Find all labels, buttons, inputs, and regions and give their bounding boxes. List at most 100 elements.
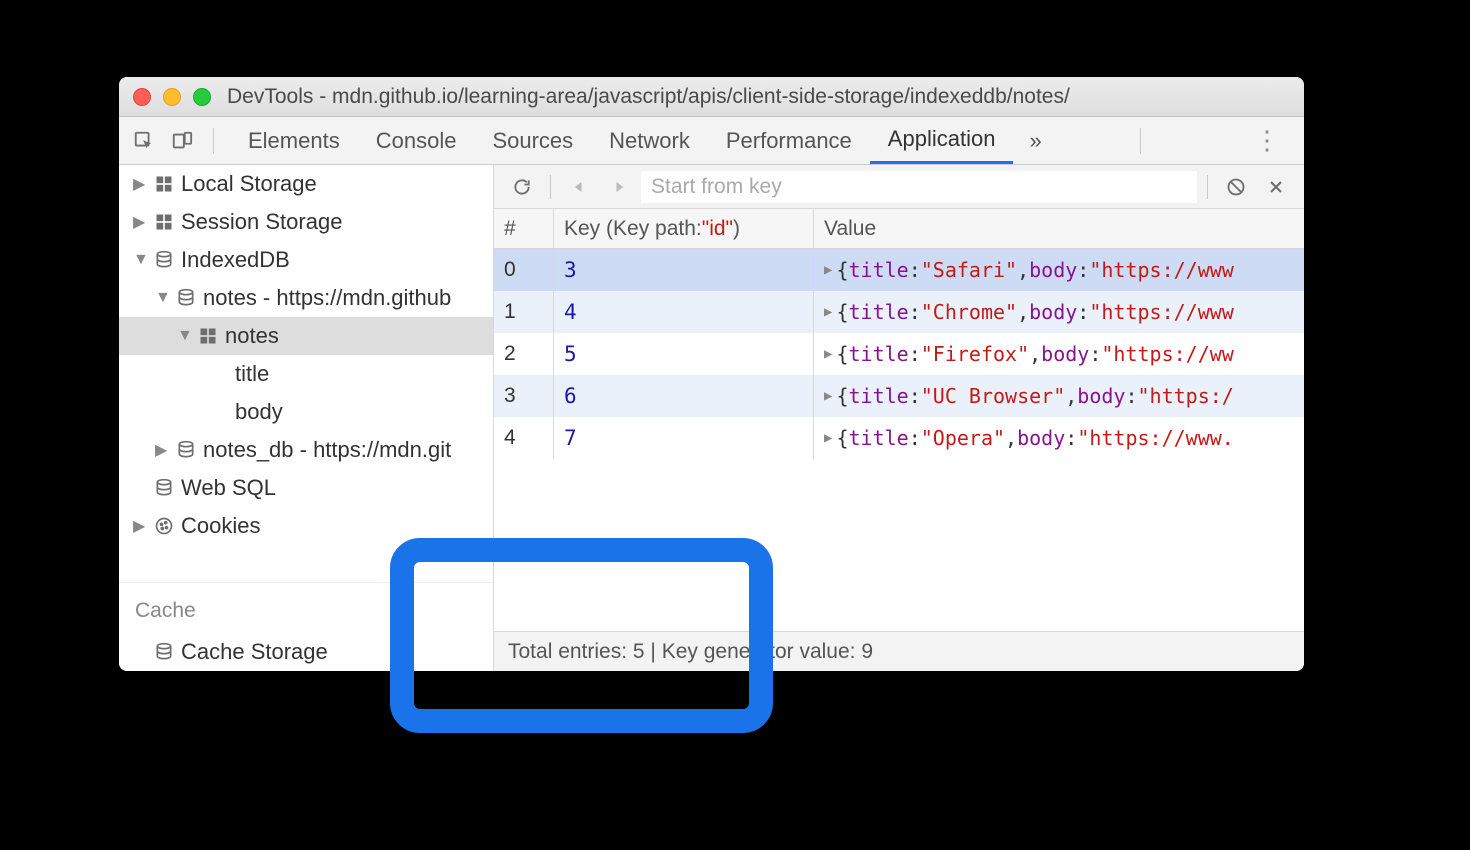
- table-header: # Key (Key path: "id") Value: [494, 209, 1304, 249]
- table-row[interactable]: 14▶{title: "Chrome", body: "https://www: [494, 291, 1304, 333]
- inspect-icon[interactable]: [129, 126, 159, 156]
- cache-section-header: Cache: [119, 582, 493, 633]
- tab-console[interactable]: Console: [358, 117, 475, 164]
- tree-item[interactable]: title: [119, 355, 493, 393]
- tabs-overflow-icon[interactable]: »: [1021, 128, 1049, 154]
- tree-item[interactable]: ▶ Local Storage: [119, 165, 493, 203]
- disclosure-icon[interactable]: ▼: [177, 327, 191, 345]
- separator: [1207, 175, 1208, 199]
- cell-index: 2: [494, 333, 554, 375]
- prev-page-icon[interactable]: [561, 169, 597, 205]
- tree-label: notes - https://mdn.github: [203, 285, 451, 311]
- status-bar: Total entries: 5 | Key generator value: …: [494, 631, 1304, 671]
- main-panel: # Key (Key path: "id") Value 03▶{title: …: [494, 165, 1304, 671]
- delete-selected-icon[interactable]: [1258, 169, 1294, 205]
- disclosure-icon[interactable]: ▶: [133, 212, 147, 232]
- separator: [213, 128, 214, 154]
- disclosure-icon[interactable]: ▶: [133, 516, 147, 536]
- minimize-window-icon[interactable]: [163, 88, 181, 106]
- start-from-key-input[interactable]: [641, 171, 1197, 203]
- tree-label: notes_db - https://mdn.git: [203, 437, 451, 463]
- devtools-window: DevTools - mdn.github.io/learning-area/j…: [119, 77, 1304, 671]
- more-menu-icon[interactable]: ⋮: [1240, 125, 1294, 156]
- status-text: Total entries: 5 | Key generator value: …: [508, 640, 873, 664]
- tree-item[interactable]: ▼ IndexedDB: [119, 241, 493, 279]
- grid-icon: [153, 211, 175, 233]
- tree-label: body: [235, 399, 283, 425]
- cell-value: ▶{title: "Safari", body: "https://www: [814, 249, 1304, 291]
- col-key[interactable]: Key (Key path: "id"): [554, 209, 814, 248]
- clear-store-icon[interactable]: [1218, 169, 1254, 205]
- disclosure-icon[interactable]: ▶: [155, 440, 169, 460]
- cell-index: 4: [494, 417, 554, 459]
- separator: [550, 175, 551, 199]
- cell-key: 6: [554, 375, 814, 417]
- content-area: ▶ Local Storage ▶ Session Storage ▼ IndexedDB…: [119, 165, 1304, 671]
- tree-item[interactable]: ▶ Session Storage: [119, 203, 493, 241]
- tree-label: title: [235, 361, 269, 387]
- application-sidebar: ▶ Local Storage ▶ Session Storage ▼ IndexedDB…: [119, 165, 494, 671]
- device-toggle-icon[interactable]: [167, 126, 197, 156]
- cell-index: 1: [494, 291, 554, 333]
- tab-performance[interactable]: Performance: [708, 117, 870, 164]
- next-page-icon[interactable]: [601, 169, 637, 205]
- titlebar: DevTools - mdn.github.io/learning-area/j…: [119, 77, 1304, 117]
- tree-item[interactable]: ▼ notes - https://mdn.github: [119, 279, 493, 317]
- window-title: DevTools - mdn.github.io/learning-area/j…: [227, 85, 1070, 109]
- cell-key: 4: [554, 291, 814, 333]
- col-value[interactable]: Value: [814, 209, 1304, 248]
- refresh-icon[interactable]: [504, 169, 540, 205]
- disclosure-icon[interactable]: ▶: [133, 174, 147, 194]
- col-index[interactable]: #: [494, 209, 554, 248]
- tree-item[interactable]: ▶ Cookies: [119, 507, 493, 545]
- tab-network[interactable]: Network: [591, 117, 708, 164]
- tree-label: Web SQL: [181, 475, 276, 501]
- tree-label: Cookies: [181, 513, 260, 539]
- tree-item[interactable]: Cache Storage: [119, 633, 493, 671]
- storage-tree: ▶ Local Storage ▶ Session Storage ▼ IndexedDB…: [119, 165, 493, 582]
- cell-value: ▶{title: "Opera", body: "https://www.: [814, 417, 1304, 459]
- disclosure-icon[interactable]: ▼: [133, 251, 147, 269]
- tree-item[interactable]: ▶ notes_db - https://mdn.git: [119, 431, 493, 469]
- db-icon: [175, 439, 197, 461]
- cell-value: ▶{title: "UC Browser", body: "https:/: [814, 375, 1304, 417]
- grid-icon: [153, 173, 175, 195]
- table-row[interactable]: 36▶{title: "UC Browser", body: "https:/: [494, 375, 1304, 417]
- table-row[interactable]: 47▶{title: "Opera", body: "https://www.: [494, 417, 1304, 459]
- data-toolbar: [494, 165, 1304, 209]
- tab-application[interactable]: Application: [870, 117, 1014, 164]
- data-table: # Key (Key path: "id") Value 03▶{title: …: [494, 209, 1304, 631]
- tree-label: Session Storage: [181, 209, 342, 235]
- db-icon: [153, 641, 175, 663]
- zoom-window-icon[interactable]: [193, 88, 211, 106]
- cell-key: 7: [554, 417, 814, 459]
- cell-value: ▶{title: "Firefox", body: "https://ww: [814, 333, 1304, 375]
- cell-key: 5: [554, 333, 814, 375]
- table-row[interactable]: 03▶{title: "Safari", body: "https://www: [494, 249, 1304, 291]
- db-icon: [153, 249, 175, 271]
- tab-elements[interactable]: Elements: [230, 117, 358, 164]
- tree-label: Cache Storage: [181, 639, 328, 665]
- table-row[interactable]: 25▶{title: "Firefox", body: "https://ww: [494, 333, 1304, 375]
- tree-item[interactable]: body: [119, 393, 493, 431]
- separator: [1140, 128, 1141, 154]
- grid-icon: [197, 325, 219, 347]
- disclosure-icon[interactable]: ▼: [155, 289, 169, 307]
- cell-index: 3: [494, 375, 554, 417]
- tree-label: notes: [225, 323, 279, 349]
- tree-item[interactable]: ▼ notes: [119, 317, 493, 355]
- tab-sources[interactable]: Sources: [474, 117, 591, 164]
- table-body: 03▶{title: "Safari", body: "https://www1…: [494, 249, 1304, 631]
- devtools-tabbar: ElementsConsoleSourcesNetworkPerformance…: [119, 117, 1304, 165]
- tree-label: Local Storage: [181, 171, 317, 197]
- close-window-icon[interactable]: [133, 88, 151, 106]
- db-icon: [175, 287, 197, 309]
- cell-value: ▶{title: "Chrome", body: "https://www: [814, 291, 1304, 333]
- cookie-icon: [153, 515, 175, 537]
- tree-label: IndexedDB: [181, 247, 290, 273]
- cell-index: 0: [494, 249, 554, 291]
- cell-key: 3: [554, 249, 814, 291]
- window-controls: [133, 88, 211, 106]
- db-icon: [153, 477, 175, 499]
- tree-item[interactable]: Web SQL: [119, 469, 493, 507]
